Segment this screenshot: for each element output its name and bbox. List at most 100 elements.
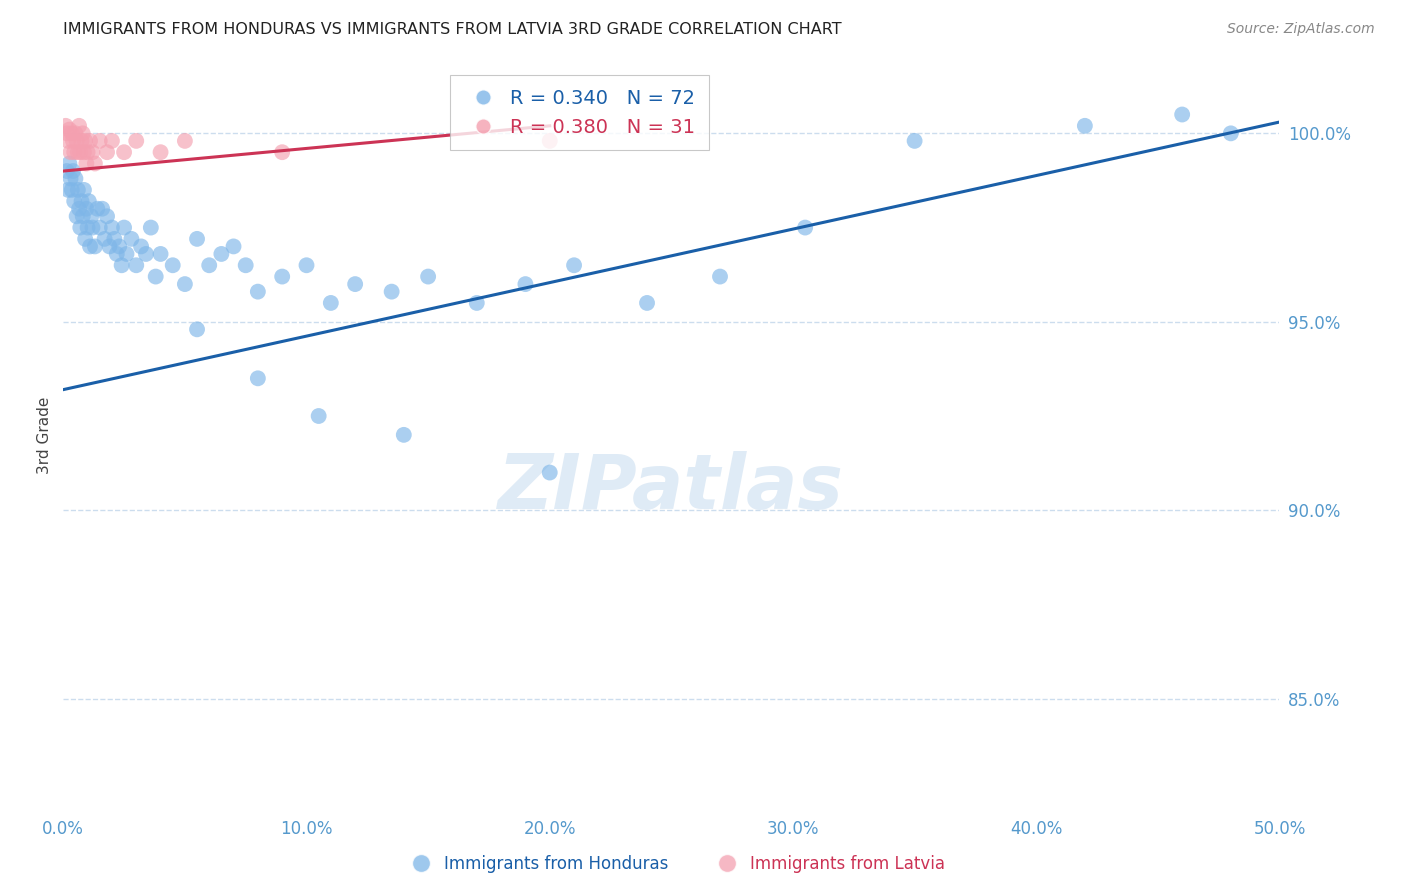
Point bbox=[66, 145, 89, 160]
Point bbox=[60, 183, 83, 197]
Point bbox=[636, 296, 658, 310]
Point bbox=[139, 220, 162, 235]
Point bbox=[794, 220, 817, 235]
Point bbox=[125, 134, 148, 148]
Point bbox=[65, 171, 87, 186]
Point bbox=[101, 134, 124, 148]
Point bbox=[235, 258, 257, 272]
Point bbox=[103, 232, 125, 246]
Point bbox=[96, 145, 118, 160]
Point bbox=[72, 126, 94, 140]
Point bbox=[56, 134, 79, 148]
Point bbox=[145, 269, 167, 284]
Point bbox=[69, 220, 91, 235]
Point bbox=[55, 119, 77, 133]
Point bbox=[76, 145, 98, 160]
Text: Source: ZipAtlas.com: Source: ZipAtlas.com bbox=[1227, 22, 1375, 37]
Point bbox=[319, 296, 342, 310]
Point bbox=[198, 258, 221, 272]
Point bbox=[59, 171, 82, 186]
Point bbox=[308, 409, 330, 423]
Point bbox=[77, 194, 100, 209]
Point bbox=[56, 183, 79, 197]
Point bbox=[246, 285, 269, 299]
Point bbox=[101, 220, 124, 235]
Point bbox=[186, 322, 208, 336]
Point bbox=[75, 156, 97, 170]
Point bbox=[93, 232, 115, 246]
Point bbox=[60, 126, 83, 140]
Point bbox=[381, 285, 404, 299]
Point bbox=[418, 269, 440, 284]
Point bbox=[112, 220, 135, 235]
Point bbox=[86, 202, 108, 216]
Point bbox=[108, 239, 131, 253]
Point bbox=[135, 247, 157, 261]
Point bbox=[67, 202, 90, 216]
Point bbox=[1171, 107, 1194, 121]
Point bbox=[65, 126, 87, 140]
Point bbox=[111, 258, 134, 272]
Point bbox=[63, 194, 86, 209]
Point bbox=[538, 134, 561, 148]
Point bbox=[149, 247, 172, 261]
Point bbox=[112, 145, 135, 160]
Point bbox=[271, 269, 294, 284]
Point bbox=[149, 145, 172, 160]
Point bbox=[515, 277, 537, 291]
Point bbox=[344, 277, 367, 291]
Point bbox=[66, 134, 89, 148]
Point bbox=[75, 202, 97, 216]
Point bbox=[91, 202, 114, 216]
Point bbox=[69, 145, 91, 160]
Point bbox=[82, 220, 104, 235]
Point bbox=[79, 239, 101, 253]
Point bbox=[222, 239, 245, 253]
Point bbox=[58, 156, 80, 170]
Point bbox=[98, 239, 121, 253]
Point bbox=[83, 239, 105, 253]
Point bbox=[115, 247, 138, 261]
Point bbox=[76, 220, 98, 235]
Point bbox=[73, 145, 96, 160]
Point bbox=[67, 119, 90, 133]
Point bbox=[186, 232, 208, 246]
Point bbox=[82, 145, 104, 160]
Point bbox=[709, 269, 731, 284]
Point bbox=[66, 183, 89, 197]
Point bbox=[125, 258, 148, 272]
Point bbox=[75, 232, 97, 246]
Point bbox=[120, 232, 142, 246]
Point bbox=[63, 145, 86, 160]
Legend: Immigrants from Honduras, Immigrants from Latvia: Immigrants from Honduras, Immigrants fro… bbox=[398, 848, 952, 880]
Point bbox=[904, 134, 927, 148]
Point bbox=[62, 164, 84, 178]
Y-axis label: 3rd Grade: 3rd Grade bbox=[37, 396, 52, 474]
Legend: R = 0.340   N = 72, R = 0.380   N = 31: R = 0.340 N = 72, R = 0.380 N = 31 bbox=[450, 75, 709, 150]
Point bbox=[70, 134, 93, 148]
Point bbox=[62, 134, 84, 148]
Point bbox=[66, 209, 89, 223]
Point bbox=[89, 220, 111, 235]
Point bbox=[80, 209, 103, 223]
Point bbox=[72, 209, 94, 223]
Point bbox=[246, 371, 269, 385]
Point bbox=[538, 466, 561, 480]
Point bbox=[73, 183, 96, 197]
Point bbox=[96, 209, 118, 223]
Point bbox=[75, 134, 97, 148]
Point bbox=[58, 122, 80, 136]
Text: ZIPatlas: ZIPatlas bbox=[498, 450, 845, 524]
Point bbox=[89, 134, 111, 148]
Point bbox=[465, 296, 488, 310]
Point bbox=[562, 258, 585, 272]
Point bbox=[70, 194, 93, 209]
Point bbox=[129, 239, 152, 253]
Point bbox=[1219, 126, 1241, 140]
Point bbox=[392, 427, 415, 442]
Text: IMMIGRANTS FROM HONDURAS VS IMMIGRANTS FROM LATVIA 3RD GRADE CORRELATION CHART: IMMIGRANTS FROM HONDURAS VS IMMIGRANTS F… bbox=[63, 22, 842, 37]
Point bbox=[209, 247, 232, 261]
Point bbox=[174, 277, 197, 291]
Point bbox=[105, 247, 128, 261]
Point bbox=[59, 145, 82, 160]
